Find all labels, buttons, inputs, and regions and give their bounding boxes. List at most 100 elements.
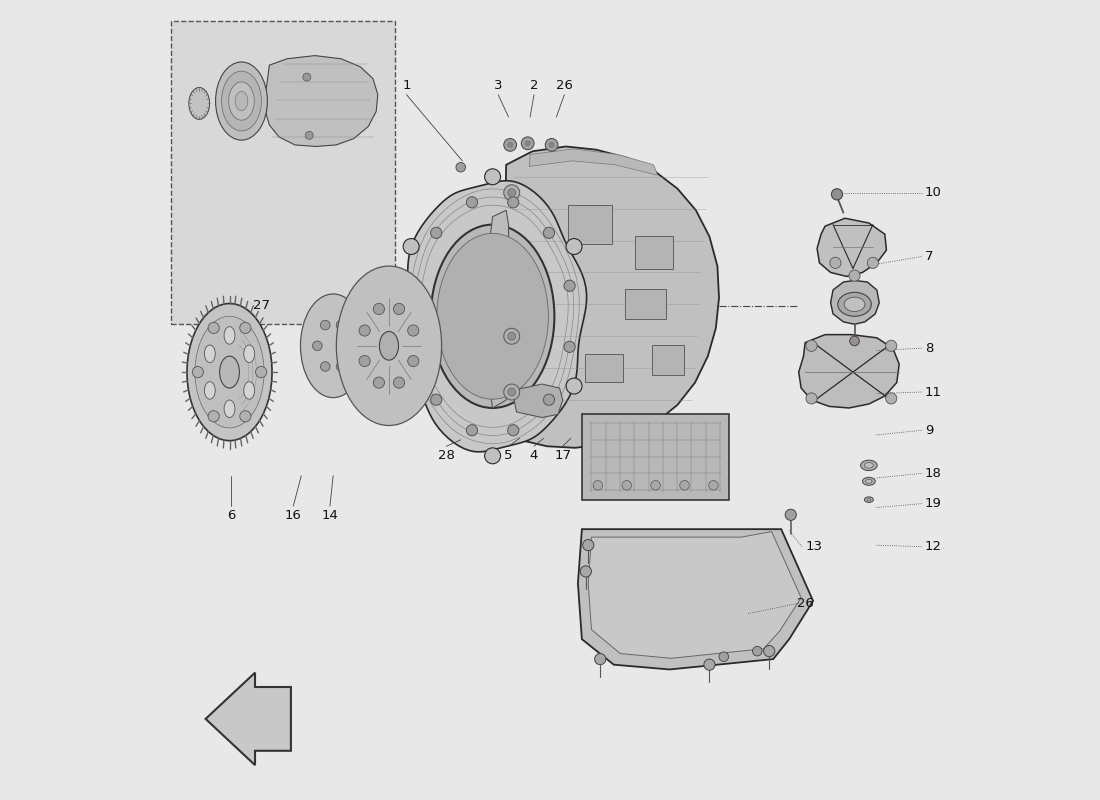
Circle shape [543, 394, 554, 406]
Circle shape [719, 652, 728, 662]
Ellipse shape [367, 314, 410, 378]
Circle shape [455, 162, 465, 172]
Circle shape [829, 258, 842, 269]
Text: 8: 8 [925, 342, 933, 354]
Circle shape [593, 481, 603, 490]
Circle shape [566, 238, 582, 254]
Bar [652, 345, 684, 375]
Circle shape [867, 258, 879, 269]
Text: 18: 18 [925, 467, 942, 480]
Ellipse shape [300, 294, 366, 398]
Ellipse shape [379, 331, 398, 360]
Circle shape [621, 481, 631, 490]
Circle shape [504, 328, 519, 344]
Circle shape [849, 270, 860, 282]
Circle shape [320, 362, 330, 371]
Text: 17: 17 [554, 450, 571, 462]
Polygon shape [588, 531, 801, 658]
Circle shape [564, 280, 575, 291]
Circle shape [410, 342, 421, 353]
Ellipse shape [244, 345, 254, 362]
Polygon shape [578, 529, 813, 670]
Text: 10: 10 [925, 186, 942, 199]
Text: 19: 19 [925, 497, 942, 510]
Bar [582, 414, 729, 500]
Circle shape [504, 185, 519, 201]
Ellipse shape [307, 303, 360, 388]
Circle shape [581, 566, 592, 577]
Circle shape [359, 325, 371, 336]
Text: 9: 9 [925, 424, 933, 437]
Polygon shape [817, 218, 887, 277]
Circle shape [763, 646, 774, 657]
Polygon shape [491, 210, 508, 408]
Text: 26: 26 [796, 597, 814, 610]
Ellipse shape [437, 234, 549, 399]
Ellipse shape [205, 382, 216, 399]
Ellipse shape [221, 71, 262, 131]
Ellipse shape [195, 316, 264, 428]
Circle shape [850, 336, 859, 346]
Circle shape [255, 366, 266, 378]
Polygon shape [830, 281, 879, 324]
Ellipse shape [838, 292, 871, 316]
Ellipse shape [224, 400, 235, 418]
Ellipse shape [867, 498, 871, 501]
Ellipse shape [865, 462, 873, 468]
Ellipse shape [349, 286, 429, 406]
Ellipse shape [862, 478, 876, 486]
Circle shape [430, 394, 442, 406]
Circle shape [564, 342, 575, 353]
Text: 13: 13 [805, 540, 822, 553]
Circle shape [373, 303, 385, 314]
Polygon shape [503, 146, 719, 448]
Ellipse shape [189, 87, 210, 119]
Circle shape [680, 481, 690, 490]
Text: 27: 27 [253, 299, 270, 313]
Circle shape [240, 322, 251, 334]
Ellipse shape [314, 314, 353, 377]
Circle shape [485, 448, 501, 464]
Circle shape [404, 378, 419, 394]
Circle shape [466, 197, 477, 208]
Circle shape [208, 410, 219, 422]
Circle shape [359, 355, 371, 366]
Circle shape [306, 131, 313, 139]
Circle shape [521, 137, 535, 150]
Circle shape [337, 320, 345, 330]
Circle shape [344, 341, 354, 350]
Polygon shape [398, 181, 586, 452]
Text: 4: 4 [530, 450, 538, 462]
Circle shape [466, 425, 477, 436]
Circle shape [408, 325, 419, 336]
Circle shape [320, 320, 330, 330]
Circle shape [752, 646, 762, 656]
Text: 1: 1 [403, 78, 410, 91]
Text: 5: 5 [504, 450, 513, 462]
Ellipse shape [337, 266, 441, 426]
Circle shape [886, 393, 896, 404]
Bar [625, 289, 667, 319]
Text: 26: 26 [556, 78, 573, 91]
Text: 12: 12 [925, 540, 942, 553]
Ellipse shape [866, 479, 872, 483]
Polygon shape [799, 334, 899, 408]
Ellipse shape [362, 304, 416, 387]
Polygon shape [265, 56, 377, 146]
Bar [568, 206, 612, 244]
Circle shape [785, 510, 796, 520]
Circle shape [373, 377, 385, 388]
Bar [172, 22, 395, 324]
Circle shape [651, 481, 660, 490]
Circle shape [508, 189, 516, 197]
Circle shape [504, 384, 519, 400]
Circle shape [394, 377, 405, 388]
Text: 14: 14 [321, 509, 339, 522]
Circle shape [508, 142, 513, 147]
Ellipse shape [343, 276, 436, 416]
Ellipse shape [244, 382, 254, 399]
Circle shape [708, 481, 718, 490]
Polygon shape [514, 384, 563, 418]
Circle shape [595, 654, 606, 665]
Circle shape [566, 378, 582, 394]
